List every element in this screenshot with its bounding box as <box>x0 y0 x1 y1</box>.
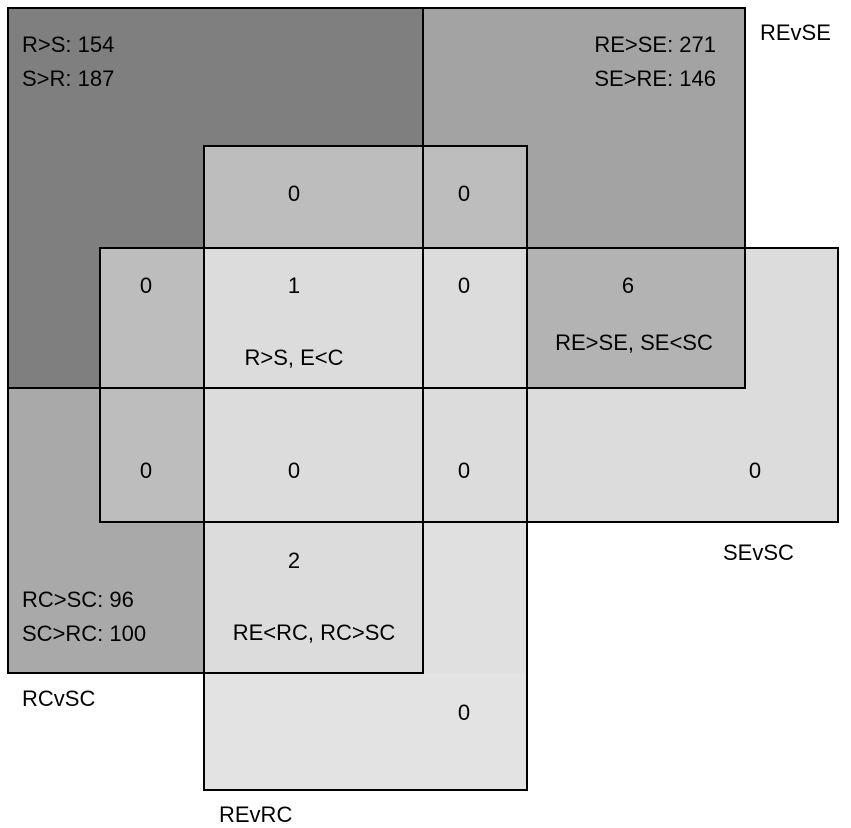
revse-set-label: REvSE <box>760 20 831 45</box>
region-lower-center <box>204 522 423 673</box>
set-outlines <box>7 7 839 791</box>
rvs-count-line2: S>R: 187 <box>22 66 114 91</box>
rvs-count-line1: R>S: 154 <box>22 32 114 57</box>
revse-count-line2: SE>RE: 146 <box>594 66 716 91</box>
rcvsc-count-line1: RC>SC: 96 <box>22 587 134 612</box>
revse-count-line1: RE>SE: 271 <box>594 32 716 57</box>
region-sevsc-right-top <box>745 248 838 388</box>
region-lower-mid <box>423 522 527 673</box>
region-top-band <box>204 146 527 248</box>
outline-revse <box>422 7 746 389</box>
rcvsc-count-line2: SC>RC: 100 <box>22 621 146 646</box>
region-label-r2-center: R>S, E<C <box>244 345 343 370</box>
region-bottom <box>204 673 527 790</box>
region-sevsc-right <box>527 388 838 522</box>
region-count-r2-right: 6 <box>622 273 634 298</box>
region-count-r3-mid: 0 <box>458 458 470 483</box>
region-count-top-mid: 0 <box>288 181 300 206</box>
region-count-bottom-mid: 0 <box>458 700 470 725</box>
region-label-r4-center: RE<RC, RC>SC <box>233 620 396 645</box>
region-count-r3-left: 0 <box>140 458 152 483</box>
region-left-band <box>100 248 204 522</box>
outline-rcvsc <box>7 387 424 674</box>
rcvsc-set-label: RCvSC <box>22 686 95 711</box>
region-count-r4-center: 2 <box>288 548 300 573</box>
region-count-r2-center: 1 <box>288 273 300 298</box>
region-right-band <box>527 248 745 388</box>
sevsc-set-label: SEvSC <box>723 540 794 565</box>
region-count-r2-mid: 0 <box>458 273 470 298</box>
region-center <box>204 248 527 522</box>
region-count-top-right: 0 <box>458 181 470 206</box>
region-count-r2-left: 0 <box>140 273 152 298</box>
revrc-set-label: REvRC <box>219 802 292 827</box>
region-label-r2-right: RE>SE, SE<SC <box>555 330 713 355</box>
region-count-r3-far: 0 <box>749 458 761 483</box>
region-count-r3-center: 0 <box>288 458 300 483</box>
region-fills <box>8 8 838 790</box>
outline-revrc <box>203 145 528 791</box>
outline-sevsc <box>99 247 839 523</box>
